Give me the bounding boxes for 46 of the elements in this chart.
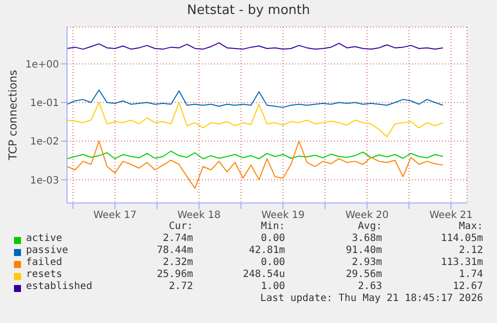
x-tick-label: Week 19 — [261, 210, 305, 222]
text: 2.74m — [162, 233, 193, 244]
y-tick-label: 1e-01 — [30, 98, 59, 110]
legend-label: failed — [26, 257, 62, 268]
text: Cur: — [168, 221, 193, 232]
text: 248.54u — [242, 269, 285, 280]
text: 42.81m — [248, 245, 285, 256]
text: 78.44m — [156, 245, 193, 256]
text: 29.56m — [346, 269, 382, 280]
x-tick-label: Week 21 — [429, 210, 473, 222]
line-series — [67, 102, 444, 138]
text: 113.31m — [440, 257, 483, 268]
legend-label: active — [26, 233, 62, 244]
y-tick-label: 1e+00 — [25, 59, 59, 70]
text: 114.05m — [440, 233, 483, 244]
text: 91.40m — [346, 245, 382, 256]
x-tick-label: Week 20 — [345, 210, 389, 222]
legend-label: resets — [26, 269, 62, 280]
text: 3.68m — [352, 233, 382, 244]
text: 25.96m — [156, 269, 193, 280]
text: 2.93m — [352, 257, 382, 268]
text: Min: — [260, 221, 285, 232]
text: Max: — [458, 221, 483, 232]
legend-label: established — [26, 281, 92, 292]
text: 2.72 — [168, 281, 193, 292]
text: 2.32m — [162, 257, 193, 268]
chart-title: Netstat - by month — [186, 3, 311, 18]
x-tick-label: Week 17 — [93, 210, 137, 222]
text: 2.12 — [458, 245, 483, 256]
x-tick-label: Week 18 — [177, 210, 221, 222]
text: 0.00 — [260, 233, 285, 244]
text: 1.00 — [260, 281, 285, 292]
line-series — [67, 150, 444, 160]
text: Avg: — [358, 221, 382, 232]
y-tick-label: 1e-03 — [30, 175, 59, 186]
line-series — [67, 90, 444, 108]
text: 2.63 — [358, 281, 382, 292]
text: Last update: Thu May 21 18:45:17 2026 — [260, 293, 483, 304]
text: 1.74 — [458, 269, 483, 280]
text: 0.00 — [260, 257, 285, 268]
legend-label: passive — [26, 245, 68, 256]
y-tick-label: 1e-02 — [30, 136, 59, 148]
y-axis-title: TCP connections — [6, 70, 20, 160]
line-series — [67, 42, 444, 50]
line-series — [67, 140, 444, 189]
text: 12.67 — [452, 281, 483, 292]
